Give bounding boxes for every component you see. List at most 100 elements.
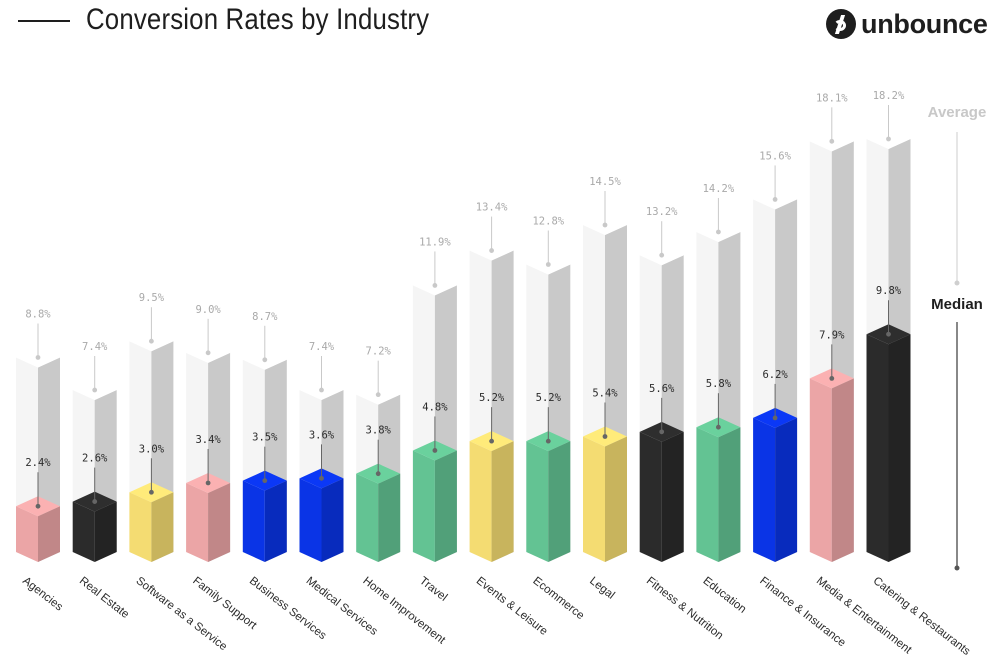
median-value-label: 5.6% — [649, 383, 675, 395]
average-value-label-dot — [205, 350, 211, 356]
median-bar-front — [129, 492, 152, 562]
average-value-label: 14.2% — [703, 183, 735, 195]
median-value-label-dot — [432, 448, 438, 453]
bars-layer: 8.8% 2.4% 7.4% 2.6% 9.5% 3.0% 9.0% 3.4% 8.7% 3.5%… — [16, 90, 911, 563]
median-bar-front — [866, 334, 889, 562]
average-value-label: 8.8% — [25, 308, 51, 320]
x-tick-label: Travel — [417, 575, 449, 604]
average-value-label: 13.4% — [476, 202, 508, 214]
x-tick-label: Ecommerce — [530, 575, 586, 622]
average-value-label-dot — [375, 392, 381, 398]
average-value-label: 9.0% — [195, 304, 221, 316]
median-bar-front — [469, 441, 492, 562]
median-value-label: 3.5% — [252, 432, 278, 444]
median-value-label: 5.8% — [706, 378, 732, 390]
median-bar-side — [208, 482, 231, 562]
median-bar-side — [775, 417, 798, 562]
bar-group: 9.0% 3.4% — [186, 304, 231, 562]
legend-median-dot — [954, 565, 960, 571]
x-tick-label: Catering & Restaurants — [871, 575, 973, 658]
logo-text: unbounce — [861, 8, 988, 39]
median-bar-side — [94, 501, 117, 562]
average-value-label-dot — [35, 355, 41, 360]
median-bar-side — [548, 441, 571, 562]
average-value-label: 7.2% — [366, 346, 392, 358]
bar-group: 11.9% 4.8% — [412, 236, 457, 562]
bar-group: 13.4% 5.2% — [469, 202, 514, 563]
median-bar-front — [639, 431, 662, 562]
average-value-label-dot — [432, 283, 438, 288]
chart-title: Conversion Rates by Industry — [86, 3, 430, 36]
average-value-label: 18.2% — [873, 90, 905, 102]
average-value-label: 11.9% — [419, 236, 451, 248]
average-value-label: 14.5% — [589, 176, 621, 188]
x-tick-label: Media & Entertainment — [814, 575, 914, 657]
median-bar-front — [583, 436, 605, 562]
median-value-label: 2.6% — [82, 453, 108, 465]
bar-group: 8.7% 3.5% — [242, 311, 287, 562]
average-value-label-dot — [886, 136, 891, 142]
average-value-label-dot — [829, 138, 835, 144]
median-bar-front — [526, 441, 549, 562]
x-tick-label: Real Estate — [77, 575, 131, 621]
median-value-label-dot — [659, 429, 665, 435]
median-value-label: 6.2% — [762, 369, 788, 381]
average-value-label-dot — [149, 338, 154, 344]
median-value-label: 5.2% — [536, 392, 562, 404]
average-value-label-dot — [659, 252, 665, 258]
bar-group: 18.1% 7.9% — [809, 92, 854, 563]
median-bar-side — [605, 436, 627, 562]
median-value-label: 7.9% — [819, 329, 845, 341]
x-tick-label: Agencies — [20, 575, 65, 614]
bar-group: 7.4% 2.6% — [72, 341, 117, 562]
median-bar-side — [321, 478, 344, 562]
median-value-label-dot — [772, 415, 778, 421]
median-bar-side — [661, 431, 684, 562]
header: Conversion Rates by Industry unbounce — [0, 0, 1000, 50]
median-bar-side — [151, 492, 174, 562]
median-bar-front — [356, 473, 379, 562]
legend-median-label: Median — [931, 296, 983, 313]
median-bar-side — [491, 441, 514, 562]
x-tick-label: Legal — [587, 575, 617, 602]
bar-group: 15.6% 6.2% — [753, 150, 798, 562]
median-bar-front — [242, 480, 265, 562]
bar-group: 7.2% 3.8% — [356, 346, 401, 562]
median-value-label: 2.4% — [25, 457, 51, 469]
median-value-label-dot — [205, 480, 211, 486]
median-value-label-dot — [829, 375, 835, 381]
median-value-label-dot — [262, 478, 268, 484]
x-tick-label: Software as a Service — [134, 575, 230, 653]
median-value-label: 3.0% — [139, 443, 165, 455]
average-value-label: 7.4% — [82, 341, 108, 353]
average-value-label: 9.5% — [139, 292, 165, 304]
median-value-label-dot — [545, 438, 551, 444]
median-value-label: 3.6% — [309, 429, 335, 441]
brand-logo: unbounce — [826, 6, 988, 42]
bar-group: 8.8% 2.4% — [16, 308, 60, 562]
median-value-label-dot — [375, 471, 381, 477]
median-bar-side — [831, 378, 854, 562]
bar-group: 18.2% 9.8% — [866, 90, 911, 562]
chart-legend: Average Median — [928, 104, 987, 571]
median-bar-front — [696, 427, 719, 562]
average-value-label-dot — [602, 222, 608, 228]
median-value-label: 9.8% — [876, 285, 902, 297]
x-tick-label: Education — [701, 575, 749, 616]
average-value-label-dot — [716, 229, 721, 235]
median-bar-front — [186, 482, 209, 562]
logo-mark-icon — [826, 9, 856, 39]
median-value-label-dot — [149, 489, 154, 495]
median-bar-front — [299, 478, 322, 562]
median-value-label-dot — [35, 503, 41, 509]
median-bar-side — [38, 506, 60, 562]
average-value-label-dot — [545, 262, 551, 267]
median-bar-side — [888, 334, 911, 562]
median-value-label-dot — [489, 438, 494, 444]
average-value-label-dot — [489, 248, 494, 253]
median-value-label-dot — [602, 434, 608, 439]
average-value-label: 7.4% — [309, 341, 335, 353]
legend-average-label: Average — [928, 104, 987, 121]
legend-average-dot — [954, 280, 960, 286]
